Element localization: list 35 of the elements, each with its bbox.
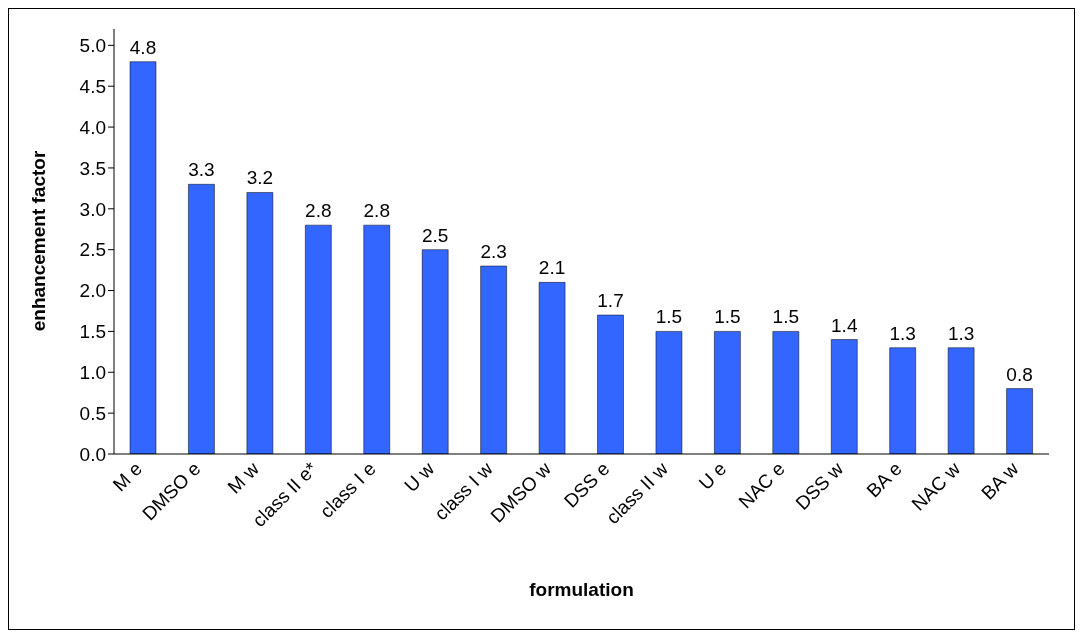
data-label: 4.8 (129, 36, 157, 58)
x-tick-label: BA w (977, 457, 1023, 504)
x-tick-label: U e (694, 457, 731, 494)
data-label: 1.5 (655, 306, 683, 328)
x-tick-label: BA e (862, 457, 906, 502)
y-tick-label: 0.5 (79, 402, 106, 424)
x-tick-label: M e (108, 457, 147, 496)
y-tick-label: 2.0 (79, 280, 106, 302)
data-label: 1.4 (831, 314, 858, 336)
data-label: 1.5 (772, 306, 800, 328)
data-label: 2.1 (538, 257, 566, 279)
y-tick-label: 1.0 (79, 362, 106, 384)
data-label: 1.5 (714, 306, 741, 328)
data-label: 0.8 (1006, 363, 1033, 385)
y-tick-label: 3.5 (79, 157, 106, 179)
data-label: 1.7 (597, 290, 624, 312)
x-axis-title: formulation (528, 579, 635, 601)
y-tick-label: 4.0 (79, 116, 106, 138)
y-tick-label: 3.0 (79, 198, 106, 220)
y-tick-label: 2.5 (79, 239, 106, 261)
data-label: 3.3 (188, 159, 215, 181)
y-axis-title: enhancement factor (28, 150, 50, 331)
y-tick-label: 4.5 (79, 75, 106, 97)
data-label: 2.8 (363, 200, 390, 222)
data-label: 2.5 (421, 224, 449, 246)
data-label: 2.8 (305, 200, 332, 222)
data-label: 1.3 (889, 322, 916, 344)
x-tick-label: U w (400, 457, 439, 496)
y-tick-label: 5.0 (79, 35, 106, 57)
x-tick-label: M w (223, 457, 264, 498)
data-label: 1.3 (947, 322, 975, 344)
data-label: 3.2 (246, 167, 274, 189)
data-label: 2.3 (480, 241, 507, 263)
y-tick-label: 0.0 (79, 443, 106, 465)
y-tick-label: 1.5 (79, 321, 106, 343)
